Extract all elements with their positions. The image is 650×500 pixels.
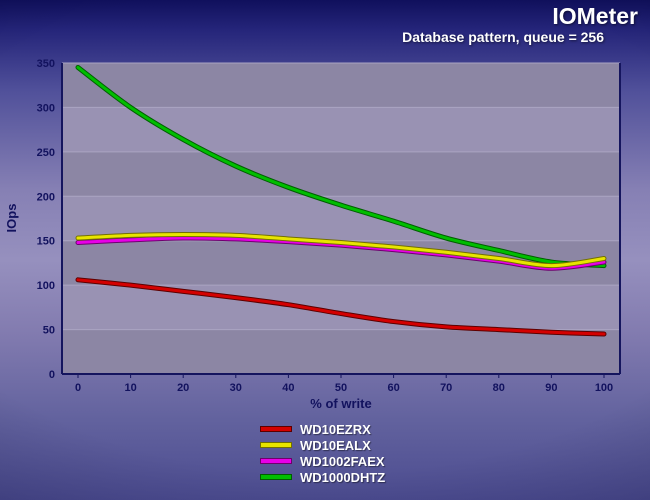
y-tick-label: 0 (49, 369, 55, 381)
series-line-wd10ezrx (76, 278, 606, 336)
y-tick-label: 250 (37, 147, 55, 159)
x-tick-label: 90 (545, 382, 557, 394)
x-tick-label: 40 (282, 382, 294, 394)
y-tick-label: 150 (37, 236, 55, 248)
series-line-wd10ealx (76, 232, 606, 268)
y-tick-label: 300 (37, 102, 55, 114)
x-axis-label: % of write (310, 396, 371, 411)
legend-label: WD10EZRX (300, 421, 371, 437)
x-tick-label: 30 (230, 382, 242, 394)
legend-item: WD1000DHTZ (260, 469, 385, 485)
plot-band (62, 107, 620, 152)
legend-item: WD10EZRX (260, 421, 385, 437)
x-tick-label: 100 (595, 382, 613, 394)
series-line-wd1002faex (76, 236, 606, 270)
legend-label: WD10EALX (300, 437, 371, 453)
x-tick-label: 50 (335, 382, 347, 394)
legend-swatch-icon (260, 458, 292, 464)
y-axis-label: IOps (4, 204, 19, 233)
legend-item: WD1002FAEX (260, 453, 385, 469)
plot-band (62, 151, 620, 197)
y-tick-label: 350 (37, 58, 55, 70)
legend: WD10EZRX WD10EALX WD1002FAEX WD1000DHTZ (260, 421, 385, 485)
y-tick-label: 100 (37, 280, 55, 292)
legend-swatch-icon (260, 442, 292, 448)
plot-band (62, 329, 620, 374)
x-tick-label: 80 (493, 382, 505, 394)
plot-band (62, 63, 620, 108)
y-tick-label: 200 (37, 191, 55, 203)
x-tick-label: 10 (124, 382, 136, 394)
chart-header: IOMeter Database pattern, queue = 256 (0, 0, 650, 46)
legend-swatch-icon (260, 426, 292, 432)
legend-item: WD10EALX (260, 437, 385, 453)
series-line-wd1000dhtz (76, 65, 606, 268)
y-tick-label: 50 (43, 325, 55, 337)
chart-subtitle: Database pattern, queue = 256 (402, 29, 604, 45)
x-tick-label: 60 (387, 382, 399, 394)
plot-band (62, 285, 620, 330)
x-tick-label: 70 (440, 382, 452, 394)
legend-swatch-icon (260, 474, 292, 480)
chart-title: IOMeter (552, 3, 638, 29)
x-tick-label: 20 (177, 382, 189, 394)
legend-label: WD1002FAEX (300, 453, 385, 469)
legend-label: WD1000DHTZ (300, 469, 386, 485)
x-tick-label: 0 (75, 382, 81, 394)
